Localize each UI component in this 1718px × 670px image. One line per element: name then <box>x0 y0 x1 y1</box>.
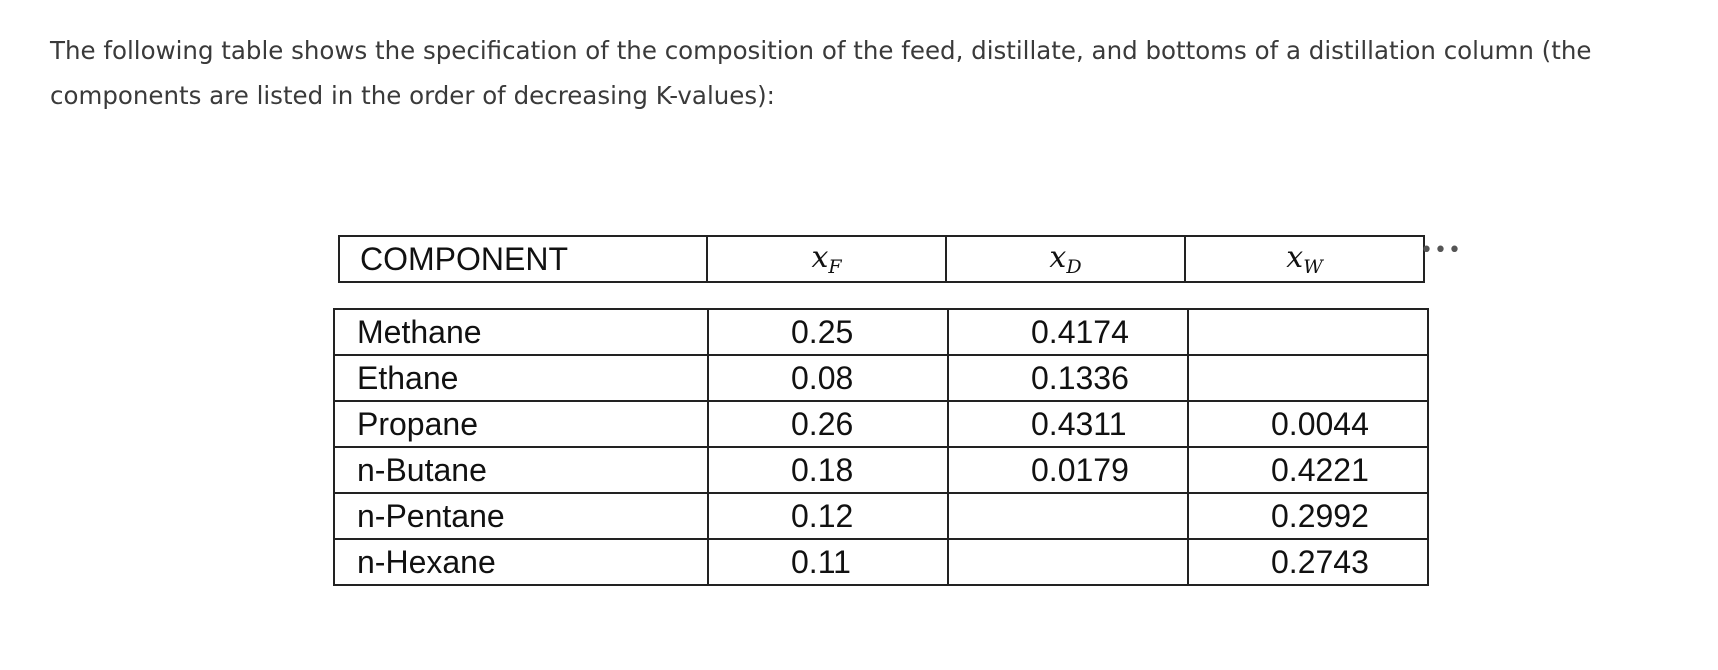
xd-value: 0.1336 <box>947 354 1189 402</box>
table-row: n-Hexane 0.11 0.2743 <box>333 538 1429 586</box>
table-row: n-Pentane 0.12 0.2992 <box>333 492 1429 540</box>
header-row: COMPONENT xF xD xW <box>338 235 1425 283</box>
table-row: Methane 0.25 0.4174 <box>333 308 1429 356</box>
header-component: COMPONENT <box>338 235 708 283</box>
table-row: n-Butane 0.18 0.0179 0.4221 <box>333 446 1429 494</box>
more-options-icon[interactable]: ••• <box>1420 238 1462 263</box>
xw-value: 0.0044 <box>1187 400 1429 448</box>
xw-value <box>1187 308 1429 356</box>
xd-value: 0.4311 <box>947 400 1189 448</box>
header-xf-sub: F <box>828 256 842 278</box>
composition-header-table: COMPONENT xF xD xW <box>338 235 1425 283</box>
xf-value: 0.08 <box>707 354 949 402</box>
component-name: Ethane <box>333 354 709 402</box>
xf-value: 0.25 <box>707 308 949 356</box>
component-name: n-Pentane <box>333 492 709 540</box>
xw-value: 0.4221 <box>1187 446 1429 494</box>
component-name: n-Hexane <box>333 538 709 586</box>
xf-value: 0.11 <box>707 538 949 586</box>
xd-value <box>947 538 1189 586</box>
xd-value: 0.0179 <box>947 446 1189 494</box>
header-xd: xD <box>945 235 1186 283</box>
header-xd-base: x <box>1049 240 1067 275</box>
table-row: Propane 0.26 0.4311 0.0044 <box>333 400 1429 448</box>
component-name: n-Butane <box>333 446 709 494</box>
xf-value: 0.12 <box>707 492 949 540</box>
header-xf-base: x <box>811 240 829 275</box>
composition-data-table: Methane 0.25 0.4174 Ethane 0.08 0.1336 P… <box>333 308 1429 586</box>
component-name: Methane <box>333 308 709 356</box>
header-xd-sub: D <box>1066 256 1082 278</box>
header-xw: xW <box>1184 235 1425 283</box>
xf-value: 0.18 <box>707 446 949 494</box>
xw-value: 0.2743 <box>1187 538 1429 586</box>
table-row: Ethane 0.08 0.1336 <box>333 354 1429 402</box>
xf-value: 0.26 <box>707 400 949 448</box>
xw-value <box>1187 354 1429 402</box>
intro-paragraph: The following table shows the specificat… <box>50 36 1592 110</box>
header-xf: xF <box>706 235 947 283</box>
header-xw-base: x <box>1286 240 1304 275</box>
xd-value <box>947 492 1189 540</box>
xw-value: 0.2992 <box>1187 492 1429 540</box>
header-xw-sub: W <box>1303 256 1323 278</box>
xd-value: 0.4174 <box>947 308 1189 356</box>
component-name: Propane <box>333 400 709 448</box>
